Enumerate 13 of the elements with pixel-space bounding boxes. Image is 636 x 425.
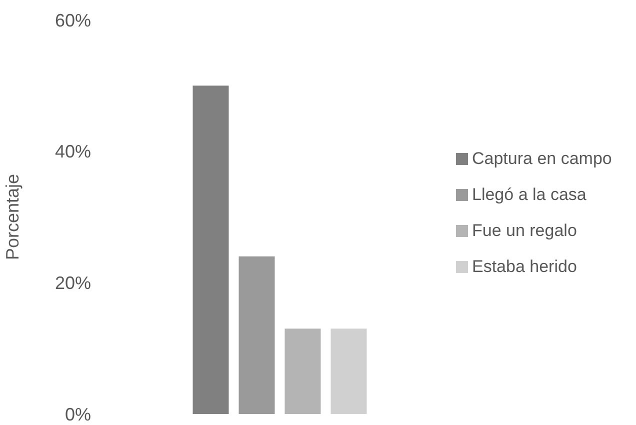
y-axis-title: Porcentaje <box>2 174 22 260</box>
legend-label: Estaba herido <box>472 256 577 276</box>
legend-label: Llegó a la casa <box>472 184 586 204</box>
y-tick-label: 20% <box>54 273 91 294</box>
bar <box>284 328 321 414</box>
y-tick-label: 0% <box>64 404 91 424</box>
bar <box>238 256 275 414</box>
bar <box>192 86 229 414</box>
bar <box>330 328 367 414</box>
y-tick-label: 60% <box>54 10 91 30</box>
y-tick-label: 40% <box>54 142 91 162</box>
legend-label: Fue un regalo <box>472 220 577 240</box>
legend-label: Captura en campo <box>472 148 612 168</box>
